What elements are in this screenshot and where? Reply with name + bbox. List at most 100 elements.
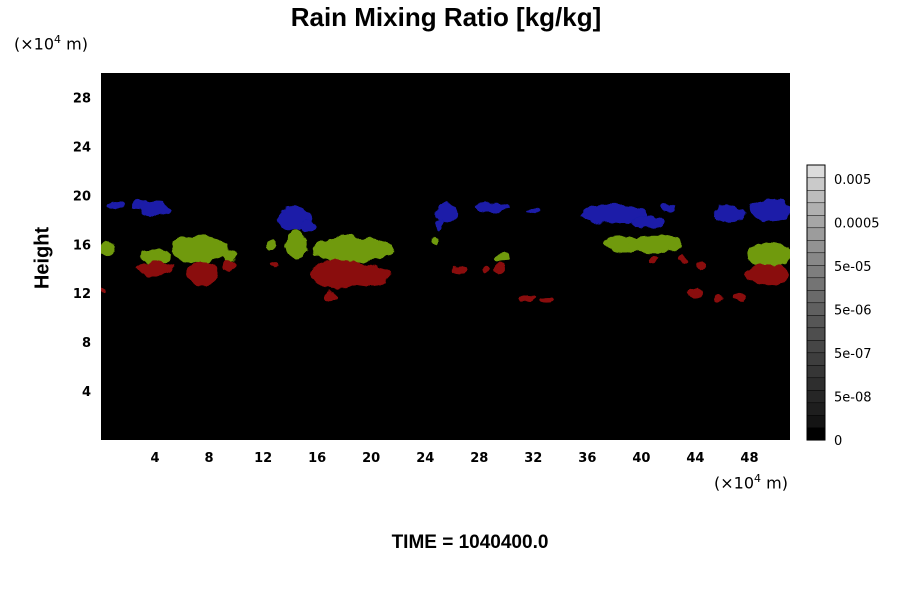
field-region-28 [222, 260, 237, 270]
colorbar-swatch-18 [806, 202, 826, 216]
field-regions [101, 199, 790, 304]
colorbar-swatch-14 [806, 252, 826, 266]
colorbar-swatch-16 [806, 227, 826, 241]
field-region-27 [186, 261, 219, 286]
x-tick-48: 48 [740, 451, 758, 466]
x-tick-40: 40 [632, 451, 650, 466]
colorbar-frame [806, 164, 826, 441]
x-tick-labels: 4 8 12 16 20 24 28 32 36 40 44 48 [151, 451, 759, 466]
colorbar-swatch-10 [806, 302, 826, 316]
field-region-31 [348, 265, 389, 288]
field-region-38 [687, 288, 704, 299]
field-region-25 [748, 241, 790, 269]
x-unit-prefix: (×10 [714, 473, 755, 493]
colorbar-label-4: 5e-07 [834, 347, 872, 362]
field-region-13 [748, 199, 790, 222]
colorbar-swatch-0 [806, 427, 826, 441]
y-tick-20: 20 [73, 189, 91, 204]
field-region-39 [696, 262, 708, 270]
field-region-12 [712, 205, 746, 223]
field-region-33 [452, 265, 466, 275]
colorbar-swatch-8 [806, 327, 826, 341]
y-tick-4: 4 [82, 385, 91, 400]
field-region-9 [580, 203, 649, 224]
x-tick-20: 20 [362, 451, 380, 466]
field-region-32 [325, 289, 337, 302]
colorbar-swatch-4 [806, 377, 826, 391]
field-region-7 [475, 202, 511, 213]
field-region-8 [526, 207, 541, 215]
x-tick-8: 8 [205, 451, 214, 466]
field-region-11 [660, 203, 677, 212]
field-region-6 [436, 218, 445, 231]
field-region-45 [101, 287, 106, 295]
colorbar-swatch-11 [806, 289, 826, 304]
field-region-5 [436, 202, 458, 223]
colorbar-swatch-21 [806, 164, 826, 179]
x-unit-exponent: 4 [754, 472, 762, 485]
colorbar-swatch-2 [806, 402, 826, 416]
colorbar-swatch-9 [806, 314, 826, 329]
colorbar-swatch-20 [806, 177, 826, 191]
y-unit-prefix: (×10 [14, 34, 55, 54]
field-region-26 [136, 261, 174, 277]
field-region-16 [171, 235, 228, 263]
field-region-40 [650, 256, 659, 264]
field-region-10 [631, 216, 665, 229]
x-unit-suffix: m) [761, 473, 788, 493]
x-tick-12: 12 [254, 451, 272, 466]
x-tick-24: 24 [416, 451, 434, 466]
colorbar-swatch-13 [806, 264, 826, 279]
field-region-29 [269, 262, 278, 268]
colorbar-tick-labels: 0.005 0.0005 5e-05 5e-06 5e-07 5e-08 0 [834, 173, 880, 449]
field-region-21 [431, 235, 441, 246]
y-tick-28: 28 [73, 91, 91, 106]
colorbar-label-5: 5e-08 [834, 391, 872, 406]
field-region-35 [494, 262, 505, 275]
y-tick-labels: 4 8 12 16 20 24 28 [73, 91, 91, 400]
colorbar-label-1: 0.0005 [834, 217, 880, 232]
field-region-24 [627, 235, 682, 253]
field-region-2 [138, 201, 172, 217]
field-region-43 [734, 294, 746, 302]
colorbar-label-6: 0 [834, 434, 842, 449]
colorbar-swatch-5 [806, 364, 826, 379]
x-axis-unit: (×104 m) [714, 472, 788, 492]
colorbar-label-3: 5e-06 [834, 304, 872, 319]
y-tick-8: 8 [82, 336, 91, 351]
colorbar-swatch-15 [806, 239, 826, 254]
x-tick-28: 28 [470, 451, 488, 466]
field-region-19 [286, 229, 308, 259]
field-region-22 [494, 254, 511, 262]
colorbar-swatch-6 [806, 352, 826, 366]
y-tick-24: 24 [73, 140, 91, 155]
y-tick-16: 16 [73, 238, 91, 253]
x-tick-4: 4 [151, 451, 160, 466]
x-tick-44: 44 [686, 451, 704, 466]
colorbar-label-2: 5e-05 [834, 260, 872, 275]
y-axis-unit: (×104 m) [14, 33, 88, 53]
time-label: TIME = 1040400.0 [391, 532, 549, 553]
field-region-18 [267, 239, 276, 252]
field-region-34 [481, 266, 491, 274]
y-tick-12: 12 [73, 287, 91, 302]
field-region-42 [714, 294, 723, 302]
field-region-17 [222, 247, 237, 263]
y-unit-suffix: m) [61, 34, 88, 54]
field-region-36 [518, 294, 535, 302]
colorbar-label-0: 0.005 [834, 173, 871, 188]
x-tick-32: 32 [524, 451, 542, 466]
x-tick-36: 36 [578, 451, 596, 466]
field-region-14 [101, 240, 114, 258]
field-region-37 [540, 297, 554, 304]
y-unit-exponent: 4 [54, 33, 62, 46]
field-region-41 [677, 255, 686, 263]
chart-title: Rain Mixing Ratio [kg/kg] [290, 2, 602, 32]
field-region-20 [311, 235, 393, 263]
colorbar-swatch-1 [806, 414, 826, 429]
field-region-15 [138, 249, 172, 264]
colorbar-swatch-7 [806, 339, 826, 354]
colorbar [806, 164, 826, 441]
field-region-4 [302, 221, 319, 231]
